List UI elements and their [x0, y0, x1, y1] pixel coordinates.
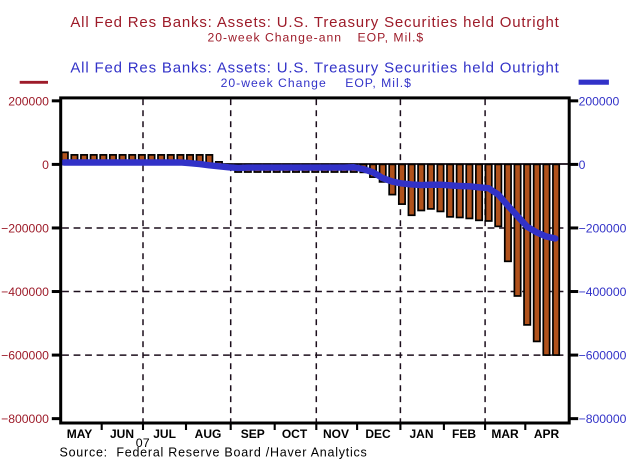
svg-text:20-week Change: 20-week Change	[221, 76, 327, 90]
svg-text:Source: Federal Reserve Board: Source: Federal Reserve Board /Haver Ana…	[60, 445, 368, 459]
svg-text:NOV: NOV	[323, 427, 349, 441]
svg-text:200000: 200000	[8, 94, 49, 108]
svg-text:−400000: −400000	[579, 285, 627, 299]
svg-text:EOP, Mil.$: EOP, Mil.$	[345, 76, 412, 90]
svg-text:−600000: −600000	[579, 349, 627, 363]
svg-text:−800000: −800000	[1, 412, 49, 426]
svg-text:−200000: −200000	[1, 222, 49, 236]
svg-text:07: 07	[136, 436, 150, 450]
svg-text:SEP: SEP	[241, 427, 265, 441]
svg-text:−200000: −200000	[579, 222, 627, 236]
svg-text:FEB: FEB	[452, 427, 476, 441]
svg-text:0: 0	[42, 158, 49, 172]
svg-text:All Fed Res Banks: Assets: U.S: All Fed Res Banks: Assets: U.S. Treasury…	[70, 14, 559, 31]
svg-text:APR: APR	[534, 427, 560, 441]
svg-text:−600000: −600000	[1, 349, 49, 363]
svg-text:MAY: MAY	[67, 427, 93, 441]
svg-text:JUN: JUN	[110, 427, 134, 441]
svg-text:AUG: AUG	[195, 427, 222, 441]
svg-text:200000: 200000	[579, 94, 620, 108]
svg-text:JUL: JUL	[153, 427, 176, 441]
svg-text:MAR: MAR	[491, 427, 519, 441]
svg-text:−800000: −800000	[579, 412, 627, 426]
svg-text:0: 0	[579, 158, 586, 172]
svg-text:All Fed Res Banks: Assets: U.S: All Fed Res Banks: Assets: U.S. Treasury…	[70, 59, 559, 76]
svg-text:OCT: OCT	[282, 427, 308, 441]
svg-text:DEC: DEC	[365, 427, 391, 441]
svg-text:JAN: JAN	[409, 427, 433, 441]
svg-text:−400000: −400000	[1, 285, 49, 299]
svg-text:20-week Change-ann: 20-week Change-ann	[208, 30, 343, 44]
svg-text:EOP, Mil.$: EOP, Mil.$	[358, 30, 425, 44]
